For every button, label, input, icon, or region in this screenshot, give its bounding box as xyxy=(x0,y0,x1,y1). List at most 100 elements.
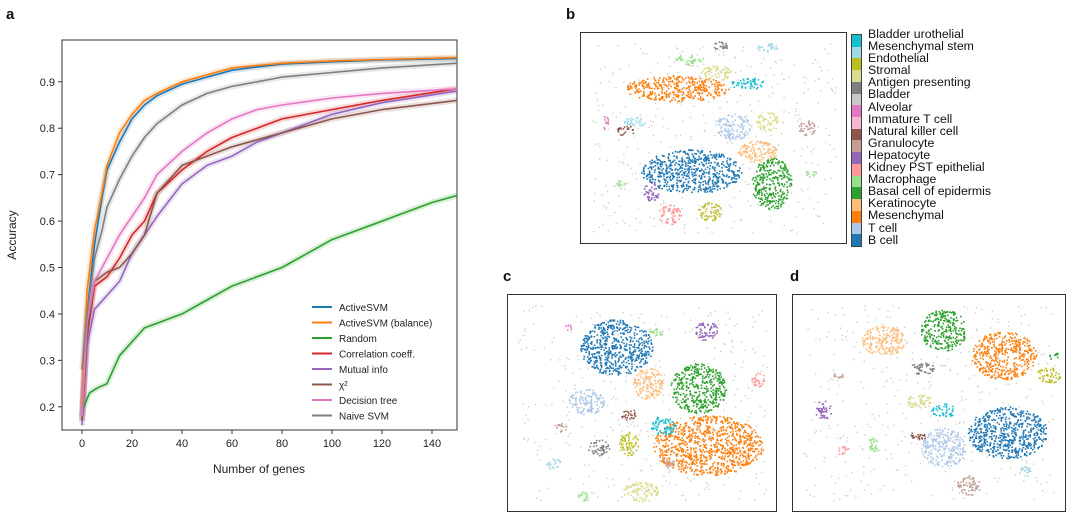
cell-point xyxy=(684,369,686,371)
background-cell-point xyxy=(712,177,714,179)
cell-point xyxy=(662,445,664,447)
cell-point xyxy=(679,443,682,445)
background-cell-point xyxy=(756,203,759,205)
background-cell-point xyxy=(783,224,785,227)
cell-point xyxy=(720,439,723,442)
background-cell-point xyxy=(613,334,615,336)
cell-point xyxy=(765,173,768,175)
cell-point xyxy=(591,353,593,355)
cell-point xyxy=(697,443,699,445)
cell-point xyxy=(638,354,641,356)
cell-point xyxy=(678,436,680,439)
cell-point xyxy=(730,460,733,462)
cell-point xyxy=(757,197,760,199)
cell-point xyxy=(699,423,702,425)
cell-point xyxy=(664,181,666,184)
background-cell-point xyxy=(704,373,706,376)
cell-point xyxy=(611,373,614,375)
cell-point xyxy=(729,158,731,161)
cell-point xyxy=(721,42,724,44)
cell-point xyxy=(734,427,736,430)
background-cell-point xyxy=(739,219,741,221)
cell-point xyxy=(691,394,693,397)
cell-point xyxy=(737,452,739,454)
cell-point xyxy=(732,177,735,179)
cell-point xyxy=(605,121,608,124)
cell-point xyxy=(599,324,602,326)
cell-point xyxy=(677,84,679,87)
cell-point xyxy=(635,84,638,87)
cell-point xyxy=(648,189,651,191)
cell-point xyxy=(593,367,596,369)
cell-point xyxy=(726,134,729,136)
cell-point xyxy=(707,390,710,392)
cell-point xyxy=(680,215,682,217)
background-cell-point xyxy=(639,163,641,165)
cell-point xyxy=(762,117,764,119)
cell-point xyxy=(613,340,616,342)
cell-point xyxy=(743,451,746,454)
cell-point xyxy=(659,84,662,87)
background-cell-point xyxy=(637,127,640,130)
cell-point xyxy=(718,75,721,78)
cell-point xyxy=(702,443,705,446)
cell-point xyxy=(635,121,637,124)
background-cell-point xyxy=(523,438,525,441)
cell-point xyxy=(719,70,722,73)
cell-point xyxy=(718,124,721,126)
background-cell-point xyxy=(580,321,582,323)
cell-point xyxy=(684,440,686,443)
cell-point xyxy=(720,391,722,393)
cell-point xyxy=(715,419,718,422)
cell-point xyxy=(703,164,705,167)
cell-point xyxy=(710,189,712,191)
cell-point xyxy=(732,430,734,433)
cell-point xyxy=(742,78,745,81)
cell-point xyxy=(699,97,702,99)
cell-point xyxy=(774,176,777,178)
cell-point xyxy=(685,399,687,401)
cell-point xyxy=(665,205,667,208)
cell-point xyxy=(771,172,773,174)
cell-point xyxy=(660,374,662,376)
cell-point xyxy=(665,449,668,452)
background-cell-point xyxy=(794,216,797,218)
cell-point xyxy=(718,165,720,167)
cell-point xyxy=(803,127,806,130)
cell-point xyxy=(733,86,736,88)
cell-point xyxy=(705,380,708,383)
cell-point xyxy=(706,411,709,413)
cell-point xyxy=(714,218,716,221)
cell-point xyxy=(748,462,751,464)
cell-point xyxy=(719,378,721,381)
cell-point xyxy=(627,331,629,334)
cell-point xyxy=(750,148,753,150)
cell-point xyxy=(760,85,763,88)
cell-point xyxy=(786,169,789,171)
cell-point xyxy=(666,189,669,192)
cell-point xyxy=(679,446,682,449)
cell-point xyxy=(688,435,690,437)
cell-point xyxy=(660,91,663,93)
background-cell-point xyxy=(820,89,822,92)
cell-point xyxy=(725,466,727,469)
background-cell-point xyxy=(524,328,526,330)
y-axis-label: Accuracy xyxy=(5,210,19,259)
cell-point xyxy=(643,168,645,170)
cell-point xyxy=(740,154,743,157)
cell-point xyxy=(771,197,773,199)
background-cell-point xyxy=(788,76,790,78)
background-cell-point xyxy=(728,332,730,334)
cell-point xyxy=(744,463,746,466)
cell-point xyxy=(698,438,701,440)
cell-point xyxy=(775,205,778,208)
cell-point xyxy=(693,181,695,184)
cell-point xyxy=(673,159,676,162)
cell-point xyxy=(670,450,672,453)
cell-point xyxy=(629,123,631,125)
background-cell-point xyxy=(662,333,664,335)
cell-point xyxy=(718,153,720,156)
cell-point xyxy=(742,460,745,462)
background-cell-point xyxy=(663,475,665,478)
cell-point xyxy=(684,466,687,469)
